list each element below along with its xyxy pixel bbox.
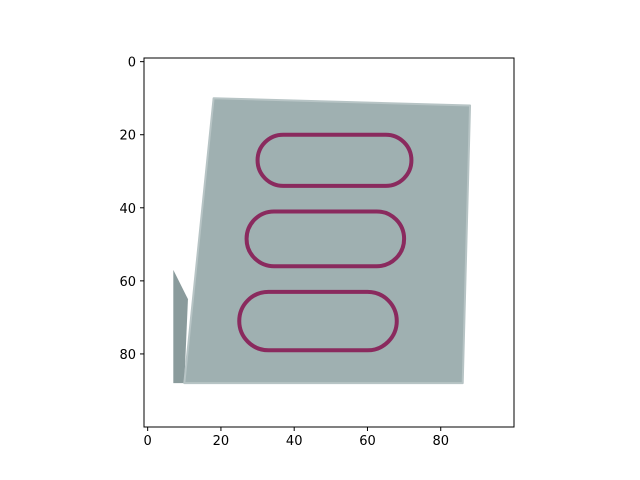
axes-frame [143, 57, 515, 428]
y-tick-label: 40 [119, 202, 136, 217]
card-flap [173, 269, 188, 384]
x-tick-label: 80 [432, 434, 449, 449]
x-tick-label: 40 [286, 434, 303, 449]
oval-symbol-2 [244, 209, 407, 269]
y-axis: 0 20 40 60 80 [119, 56, 144, 363]
x-tick-label: 20 [213, 434, 230, 449]
x-tick-label: 0 [144, 434, 152, 449]
card-body [183, 97, 472, 385]
y-tick-label: 20 [119, 129, 136, 144]
y-tick-label: 0 [128, 56, 136, 71]
y-tick-label: 80 [119, 348, 136, 363]
x-tick-label: 60 [359, 434, 376, 449]
y-tick-label: 60 [119, 275, 136, 290]
oval-symbol-3 [237, 289, 399, 353]
card-image [173, 97, 472, 385]
x-axis: 0 20 40 60 80 [144, 427, 449, 449]
oval-symbol-1 [255, 132, 414, 188]
